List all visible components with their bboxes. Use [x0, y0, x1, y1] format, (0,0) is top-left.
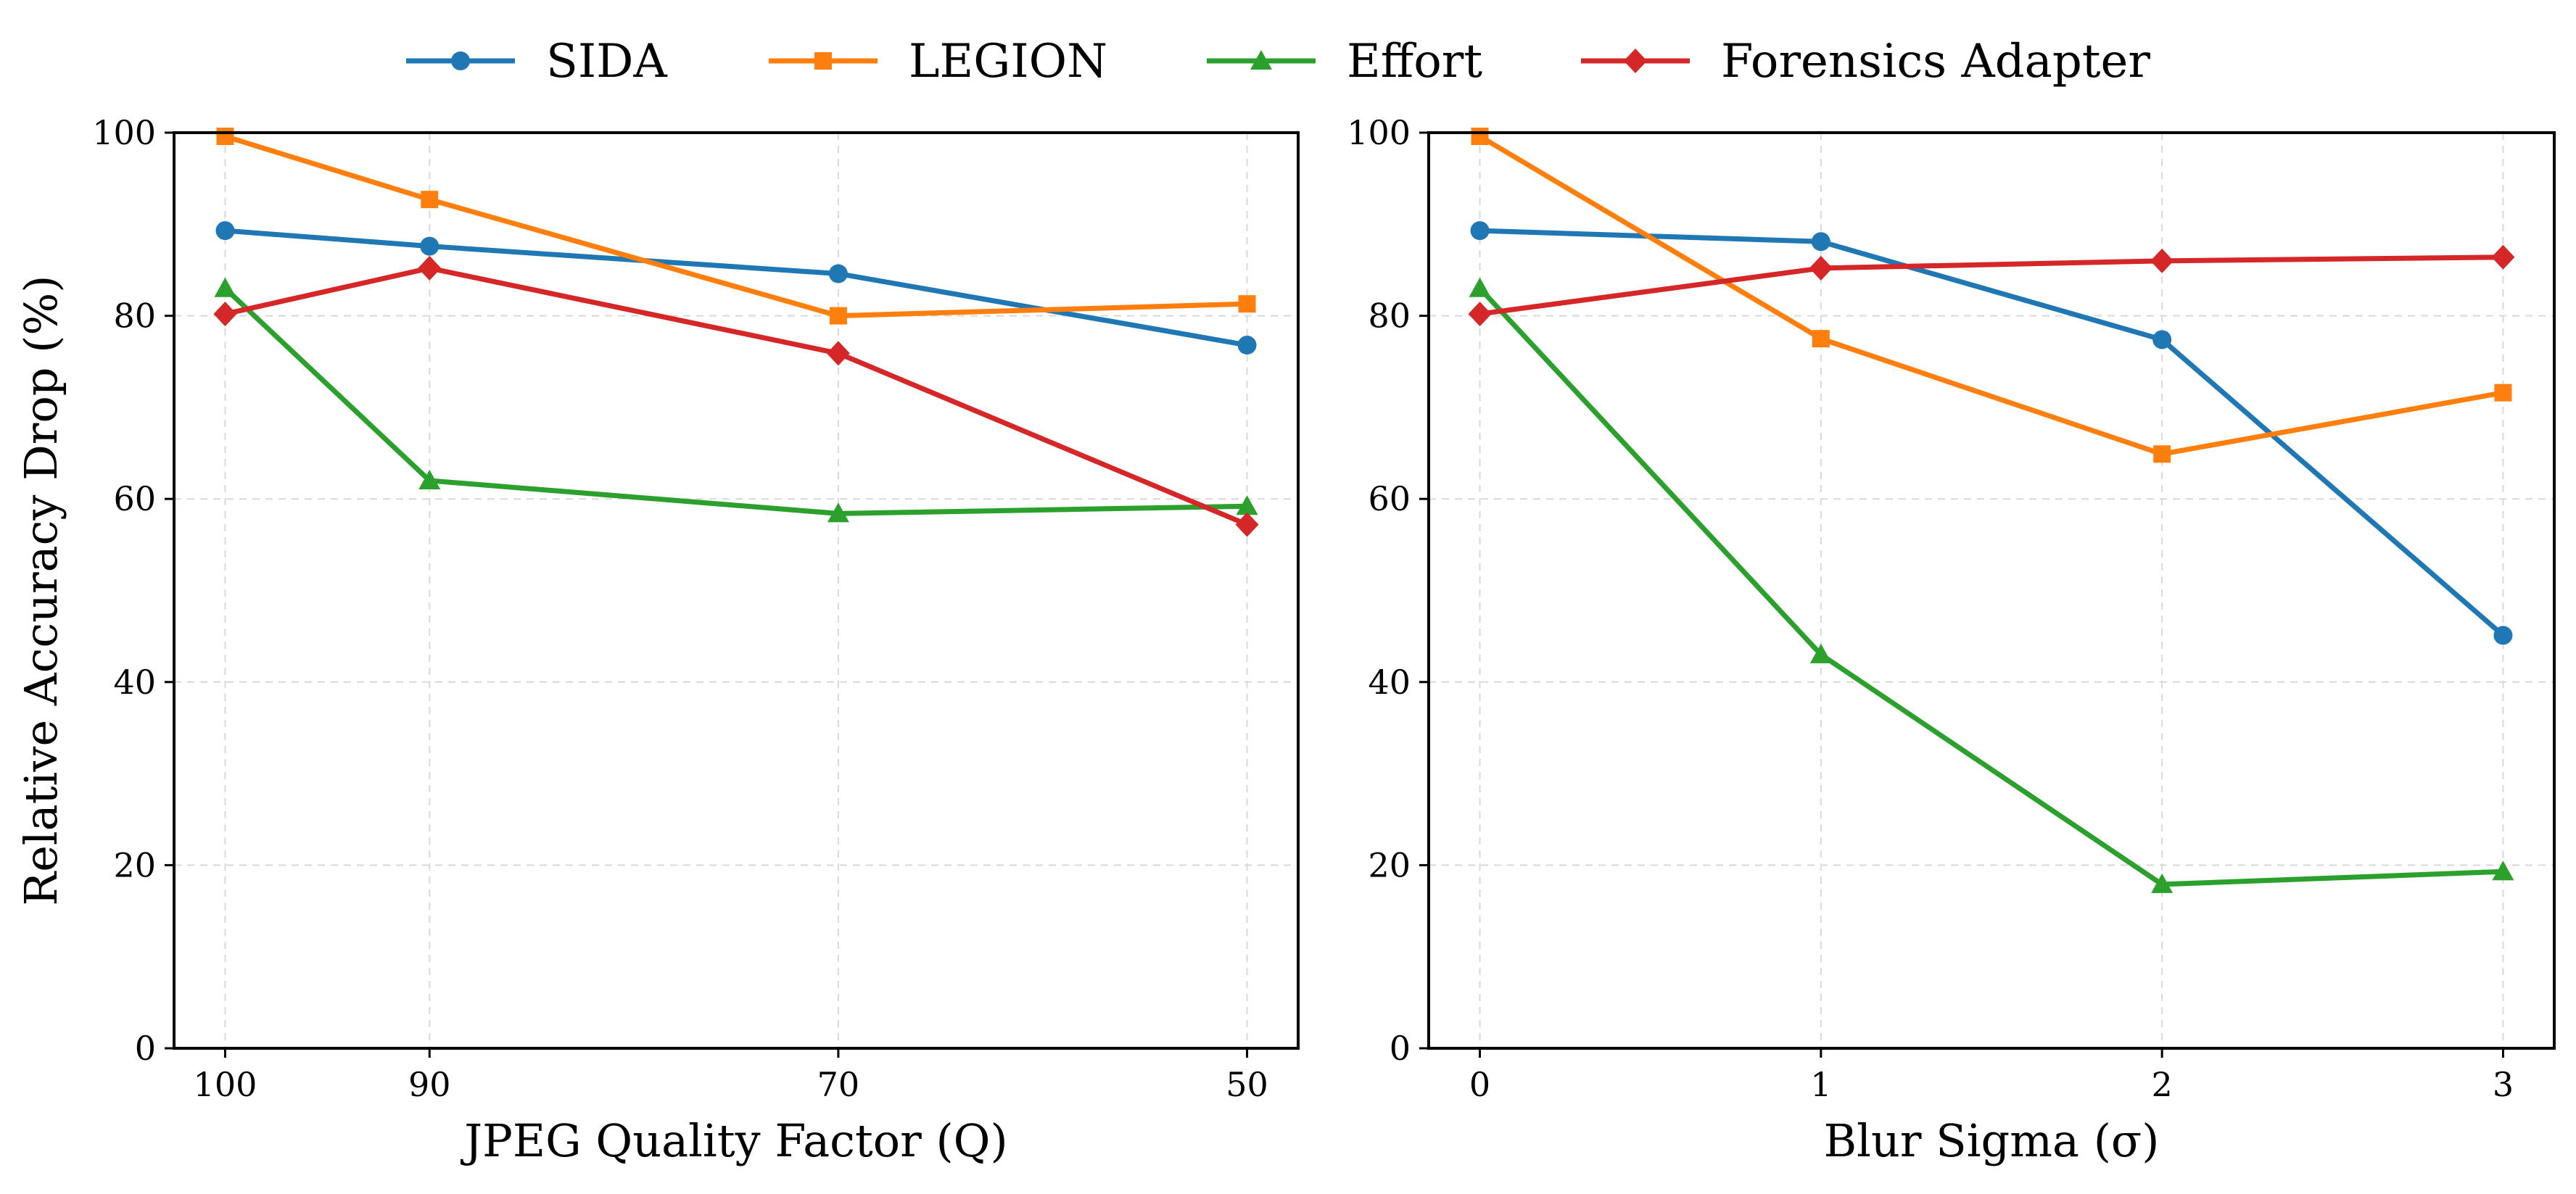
data-point-sida-90: [420, 236, 439, 256]
y-tick-label: 100: [1347, 113, 1411, 152]
series-line-effort: [222, 286, 1250, 516]
legend-entry-effort: Effort: [1207, 35, 1482, 88]
data-point-effort-2: [2151, 873, 2174, 893]
x-axis-title: JPEG Quality Factor (Q): [460, 1114, 1007, 1167]
data-point-forensics-adapter-3: [2491, 244, 2515, 270]
legend-marker: [1624, 49, 1647, 73]
y-tick-label: 100: [92, 113, 156, 152]
y-tick-label: 80: [1368, 297, 1411, 336]
data-point-forensics-adapter-1: [1809, 255, 1833, 281]
legend-label: Effort: [1347, 35, 1482, 88]
y-tick-label: 40: [1368, 663, 1411, 702]
data-point-legion-90: [421, 191, 439, 209]
y-tick-label: 20: [113, 845, 156, 884]
legend-label: SIDA: [546, 35, 667, 88]
legend-entry-forensics-adapter: Forensics Adapter: [1581, 35, 2150, 88]
y-axis-title: Relative Accuracy Drop (%): [15, 275, 67, 906]
chart-panel-2: 0 1 2 3 0 20 40 60 80 100 Blur Sigma (σ): [1347, 113, 2556, 1167]
chart-panel-1: 100 90 70 50 0 20 40 60 80 100 JPEG Quality Factor…: [15, 113, 1300, 1167]
x-tick-label: 0: [1469, 1065, 1490, 1104]
data-point-forensics-adapter-100: [213, 302, 237, 327]
legend-marker: [814, 52, 832, 70]
legend-entry-legion: LEGION: [769, 35, 1107, 88]
data-point-effort-1: [1809, 643, 1832, 663]
data-point-sida-0: [1470, 221, 1490, 241]
data-point-sida-3: [2493, 626, 2513, 645]
x-tick-label: 50: [1226, 1065, 1268, 1104]
plot-frame: [173, 131, 1300, 1050]
data-point-sida-100: [215, 221, 235, 241]
y-tick-label: 60: [1368, 479, 1411, 518]
data-point-forensics-adapter-70: [826, 341, 850, 366]
y-tick-label: 0: [135, 1029, 156, 1068]
data-point-sida-2: [2152, 330, 2172, 349]
y-tick-label: 80: [113, 297, 156, 336]
data-point-forensics-adapter-0: [1468, 302, 1492, 327]
data-point-effort-50: [1236, 495, 1258, 515]
data-point-effort-90: [418, 469, 441, 489]
data-point-legion-0: [1471, 128, 1489, 146]
plot-frame: [1427, 131, 2556, 1050]
legend-label: LEGION: [909, 35, 1107, 88]
data-point-legion-3: [2494, 384, 2512, 402]
data-point-legion-70: [829, 307, 847, 325]
legend-entry-sida: SIDA: [406, 35, 667, 88]
data-point-forensics-adapter-2: [2150, 248, 2174, 273]
series-line-forensics-adapter: [222, 265, 1250, 528]
data-point-forensics-adapter-50: [1235, 512, 1259, 537]
data-point-sida-50: [1237, 336, 1257, 355]
x-axis-title: Blur Sigma (σ): [1824, 1114, 2160, 1167]
data-point-effort-70: [827, 502, 849, 523]
x-tick-label: 70: [817, 1065, 860, 1104]
data-point-effort-3: [2492, 861, 2514, 881]
data-point-legion-1: [1812, 330, 1830, 348]
data-point-legion-2: [2153, 445, 2171, 463]
data-point-effort-100: [214, 277, 236, 297]
x-tick-label: 90: [408, 1065, 451, 1104]
series-line-forensics-adapter: [1477, 254, 2506, 317]
y-tick-label: 40: [113, 663, 156, 702]
legend-marker: [451, 51, 470, 70]
series-line-effort: [1477, 286, 2506, 887]
data-point-effort-0: [1469, 277, 1491, 297]
x-tick-label: 3: [2493, 1065, 2514, 1104]
legend-marker: [1250, 50, 1272, 70]
x-tick-label: 2: [2152, 1065, 2173, 1104]
data-point-legion-50: [1238, 295, 1256, 313]
y-tick-label: 20: [1368, 845, 1411, 884]
series-line-legion: [222, 133, 1250, 319]
data-point-legion-100: [216, 128, 234, 146]
y-tick-label: 60: [113, 479, 156, 518]
x-tick-label: 1: [1810, 1065, 1831, 1104]
data-point-sida-70: [828, 264, 848, 283]
series-line-legion: [1477, 133, 2506, 457]
legend-label: Forensics Adapter: [1721, 35, 2150, 88]
data-point-sida-1: [1811, 232, 1830, 252]
y-tick-label: 0: [1390, 1029, 1411, 1068]
x-tick-label: 100: [194, 1065, 257, 1104]
data-point-forensics-adapter-90: [418, 255, 442, 281]
